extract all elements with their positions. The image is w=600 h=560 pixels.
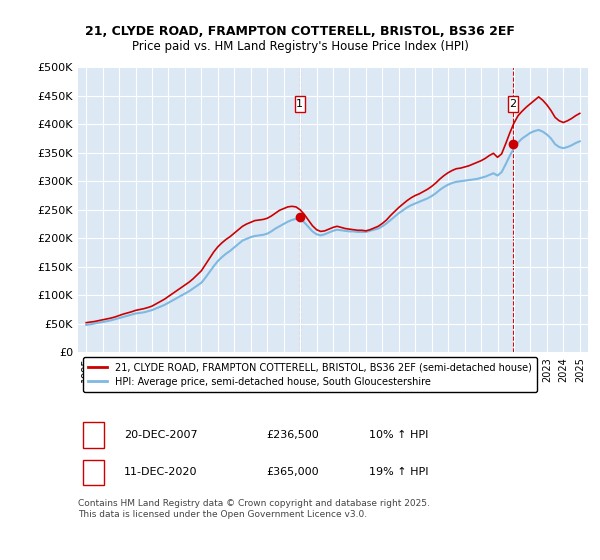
Text: 1: 1	[296, 99, 303, 109]
Text: 2: 2	[509, 99, 517, 109]
Text: Price paid vs. HM Land Registry's House Price Index (HPI): Price paid vs. HM Land Registry's House …	[131, 40, 469, 53]
Text: 20-DEC-2007: 20-DEC-2007	[124, 430, 197, 440]
Text: 21, CLYDE ROAD, FRAMPTON COTTERELL, BRISTOL, BS36 2EF: 21, CLYDE ROAD, FRAMPTON COTTERELL, BRIS…	[85, 25, 515, 38]
Text: 19% ↑ HPI: 19% ↑ HPI	[368, 468, 428, 478]
Text: £236,500: £236,500	[266, 430, 319, 440]
FancyBboxPatch shape	[83, 460, 104, 486]
Legend: 21, CLYDE ROAD, FRAMPTON COTTERELL, BRISTOL, BS36 2EF (semi-detached house), HPI: 21, CLYDE ROAD, FRAMPTON COTTERELL, BRIS…	[83, 357, 536, 392]
Text: 2: 2	[90, 468, 97, 478]
Text: 11-DEC-2020: 11-DEC-2020	[124, 468, 197, 478]
Text: 10% ↑ HPI: 10% ↑ HPI	[368, 430, 428, 440]
FancyBboxPatch shape	[508, 96, 518, 111]
Text: £365,000: £365,000	[266, 468, 319, 478]
Text: Contains HM Land Registry data © Crown copyright and database right 2025.
This d: Contains HM Land Registry data © Crown c…	[78, 499, 430, 519]
FancyBboxPatch shape	[83, 422, 104, 448]
FancyBboxPatch shape	[295, 96, 305, 111]
Text: 1: 1	[90, 430, 97, 440]
